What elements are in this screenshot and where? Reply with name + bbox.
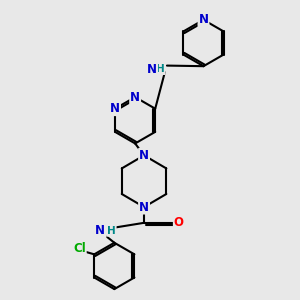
Text: H: H: [156, 64, 165, 74]
Text: O: O: [174, 216, 184, 229]
Text: N: N: [199, 13, 208, 26]
Text: N: N: [147, 63, 157, 76]
Text: N: N: [139, 149, 149, 162]
Text: N: N: [130, 91, 140, 103]
Text: N: N: [110, 102, 120, 115]
Text: N: N: [139, 201, 149, 214]
Text: H: H: [107, 226, 116, 236]
Text: Cl: Cl: [73, 242, 86, 256]
Text: N: N: [95, 224, 105, 237]
